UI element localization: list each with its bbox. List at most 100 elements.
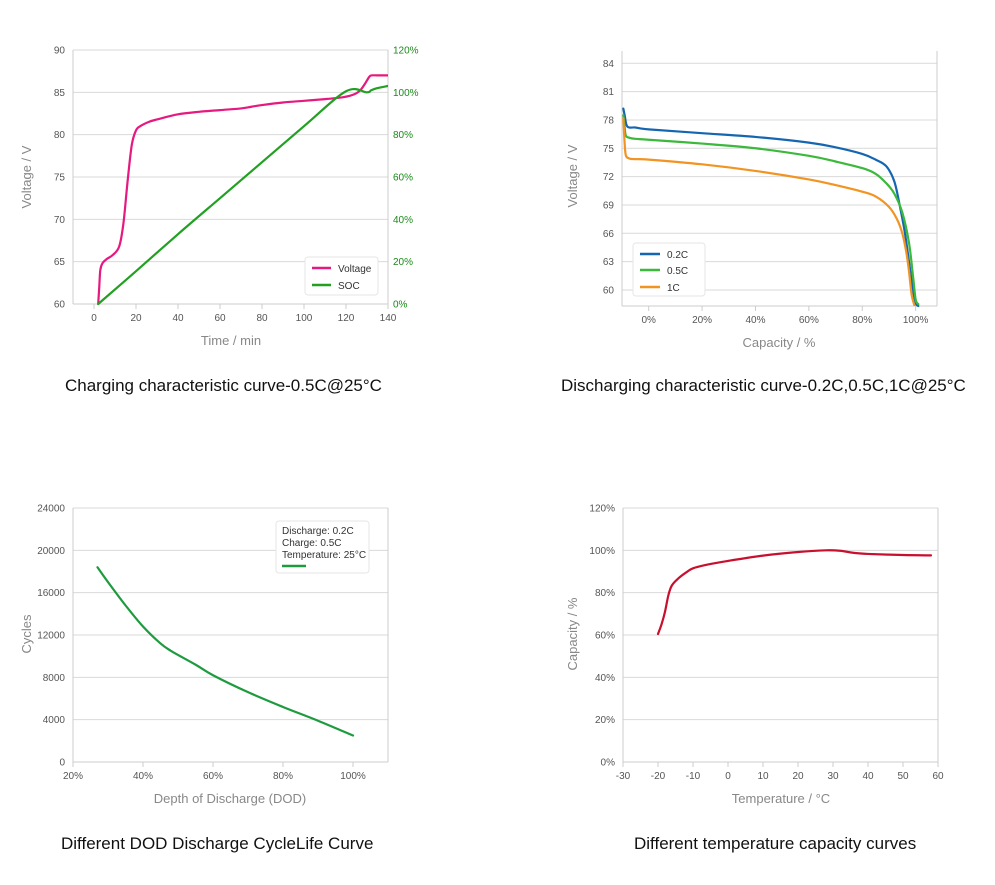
charging-y2-tick-label: 0%: [393, 300, 408, 311]
temperature-tick-labels: 0% 20% 40% 60% 80% 100% 120% -30 -20 -10 0 10 20 30 40…: [589, 504, 944, 783]
charging-y-axis-title: Voltage / V: [19, 145, 34, 208]
charging-chart: 60 65 70 75 80 85 90 0% 20% 40% 60% 80% 100% 120% 0 20 4…: [19, 46, 419, 349]
temperature-y-tick-label: 0%: [601, 758, 616, 769]
temperature-y-tick-label: 120%: [589, 504, 615, 515]
dod-y-tick-label: 24000: [37, 504, 65, 515]
dod-annotation-box: [275, 520, 370, 574]
charging-y2-tick-label: 80%: [393, 130, 413, 141]
discharging-axes: [621, 51, 938, 311]
discharging-chart: 60 63 66 69 72 75 78 81 84 0% 20% 40% 60% 80% 100% Cap…: [565, 51, 938, 350]
charging-y-tick-label: 80: [54, 130, 66, 141]
charging-x-tick-label: 140: [380, 313, 397, 324]
charging-x-tick-label: 100: [296, 313, 313, 324]
temperature-y-tick-label: 80%: [595, 588, 615, 599]
temperature-series-line-0: [656, 549, 933, 636]
charging-y-tick-label: 75: [54, 173, 66, 184]
discharging-series-line-0-5c: [622, 114, 920, 306]
discharging-x-tick-label: 40%: [745, 315, 765, 326]
temperature-x-tick-label: 50: [897, 771, 909, 782]
charging-tick-labels: 60 65 70 75 80 85 90 0% 20% 40% 60% 80% 100% 120% 0 20 4…: [54, 46, 419, 325]
dod-x-tick-label: 20%: [63, 771, 83, 782]
charging-y-tick-label: 85: [54, 88, 66, 99]
discharging-y-tick-label: 78: [603, 115, 615, 126]
dod-x-tick-label: 60%: [203, 771, 223, 782]
dod-axes: [72, 508, 389, 767]
charging-y-tick-label: 60: [54, 300, 66, 311]
temperature-y-axis-title: Capacity / %: [565, 597, 580, 670]
discharging-y-tick-label: 69: [603, 200, 615, 211]
charging-series: [97, 74, 388, 306]
dod-annotation-charge: Charge: 0.5C: [282, 538, 341, 549]
discharging-x-tick-label: 60%: [799, 315, 819, 326]
charging-axes: [72, 50, 389, 309]
temperature-x-tick-label: 20: [792, 771, 804, 782]
discharging-y-tick-label: 66: [603, 229, 615, 240]
charging-x-tick-label: 0: [91, 313, 97, 324]
charging-series-line-soc: [97, 84, 388, 306]
charging-legend: Voltage SOC: [304, 256, 379, 296]
discharging-x-tick-label: 100%: [903, 315, 929, 326]
charging-x-tick-label: 60: [214, 313, 226, 324]
discharging-legend: 0.2C 0.5C 1C: [632, 242, 706, 297]
charging-x-axis-title: Time / min: [201, 333, 261, 348]
charging-y-tick-label: 65: [54, 257, 66, 268]
dod-x-tick-label: 80%: [273, 771, 293, 782]
discharging-series-line-1c: [622, 116, 916, 307]
temperature-y-tick-label: 20%: [595, 715, 615, 726]
temperature-y-tick-label: 100%: [589, 546, 615, 557]
charging-y2-tick-label: 20%: [393, 257, 413, 268]
charging-legend-soc-label: SOC: [338, 281, 360, 292]
dod-x-axis-title: Depth of Discharge (DOD): [154, 791, 306, 806]
charging-x-tick-label: 40: [172, 313, 184, 324]
charging-y2-tick-label: 40%: [393, 215, 413, 226]
dod-y-tick-label: 16000: [37, 588, 65, 599]
charging-legend-voltage-label: Voltage: [338, 264, 372, 275]
discharging-y-tick-label: 81: [603, 87, 615, 98]
discharging-y-tick-label: 72: [603, 172, 615, 183]
caption-dod: Different DOD Discharge CycleLife Curve: [61, 834, 374, 853]
temperature-x-axis-title: Temperature / °C: [732, 791, 830, 806]
discharging-x-axis-title: Capacity / %: [743, 335, 816, 350]
dod-y-tick-label: 4000: [43, 715, 66, 726]
dod-y-tick-label: 0: [59, 758, 65, 769]
temperature-x-tick-label: 60: [932, 771, 944, 782]
dod-y-axis-title: Cycles: [19, 614, 34, 654]
charging-y-tick-label: 70: [54, 215, 66, 226]
discharging-legend-02c-label: 0.2C: [667, 250, 688, 261]
temperature-y-tick-label: 60%: [595, 631, 615, 642]
charging-y-tick-label: 90: [54, 46, 66, 57]
dod-x-tick-label: 40%: [133, 771, 153, 782]
discharging-y-tick-label: 84: [603, 59, 615, 70]
temperature-x-tick-label: 40: [862, 771, 874, 782]
temperature-x-tick-label: 10: [757, 771, 769, 782]
temperature-x-tick-label: -20: [651, 771, 666, 782]
discharging-x-tick-label: 20%: [692, 315, 712, 326]
temperature-grid: [623, 507, 938, 763]
discharging-series: [622, 107, 920, 308]
temperature-axes: [622, 508, 939, 767]
temperature-x-tick-label: -10: [686, 771, 701, 782]
caption-temperature: Different temperature capacity curves: [634, 834, 917, 853]
dod-annotation: Discharge: 0.2C Charge: 0.5C Temperature…: [275, 520, 370, 574]
dod-tick-labels: 0 4000 8000 12000 16000 20000 24000 20% 40% 60% 80…: [37, 504, 366, 783]
discharging-y-tick-label: 75: [603, 144, 615, 155]
temperature-chart: 0% 20% 40% 60% 80% 100% 120% -30 -20 -10 0 10 20 30 40…: [565, 504, 944, 807]
charging-grid: [73, 49, 388, 305]
dod-series-line-0: [96, 566, 355, 737]
caption-charging: Charging characteristic curve-0.5C@25°C: [65, 376, 382, 395]
dod-x-tick-label: 100%: [340, 771, 366, 782]
temperature-y-tick-label: 40%: [595, 673, 615, 684]
charging-y2-tick-label: 100%: [393, 88, 419, 99]
dod-annotation-temperature: Temperature: 25°C: [282, 550, 366, 561]
discharging-legend-1c-label: 1C: [667, 283, 680, 294]
dod-y-tick-label: 20000: [37, 546, 65, 557]
temperature-x-tick-label: -30: [616, 771, 631, 782]
discharging-y-axis-title: Voltage / V: [565, 144, 580, 207]
caption-discharging: Discharging characteristic curve-0.2C,0.…: [561, 376, 966, 395]
charging-y2-tick-label: 60%: [393, 173, 413, 184]
discharging-y-tick-label: 60: [603, 285, 615, 296]
dod-chart: 0 4000 8000 12000 16000 20000 24000 20% 40% 60% 80…: [19, 504, 389, 806]
dod-y-tick-label: 12000: [37, 631, 65, 642]
discharging-series-line-0-2c: [622, 107, 920, 308]
